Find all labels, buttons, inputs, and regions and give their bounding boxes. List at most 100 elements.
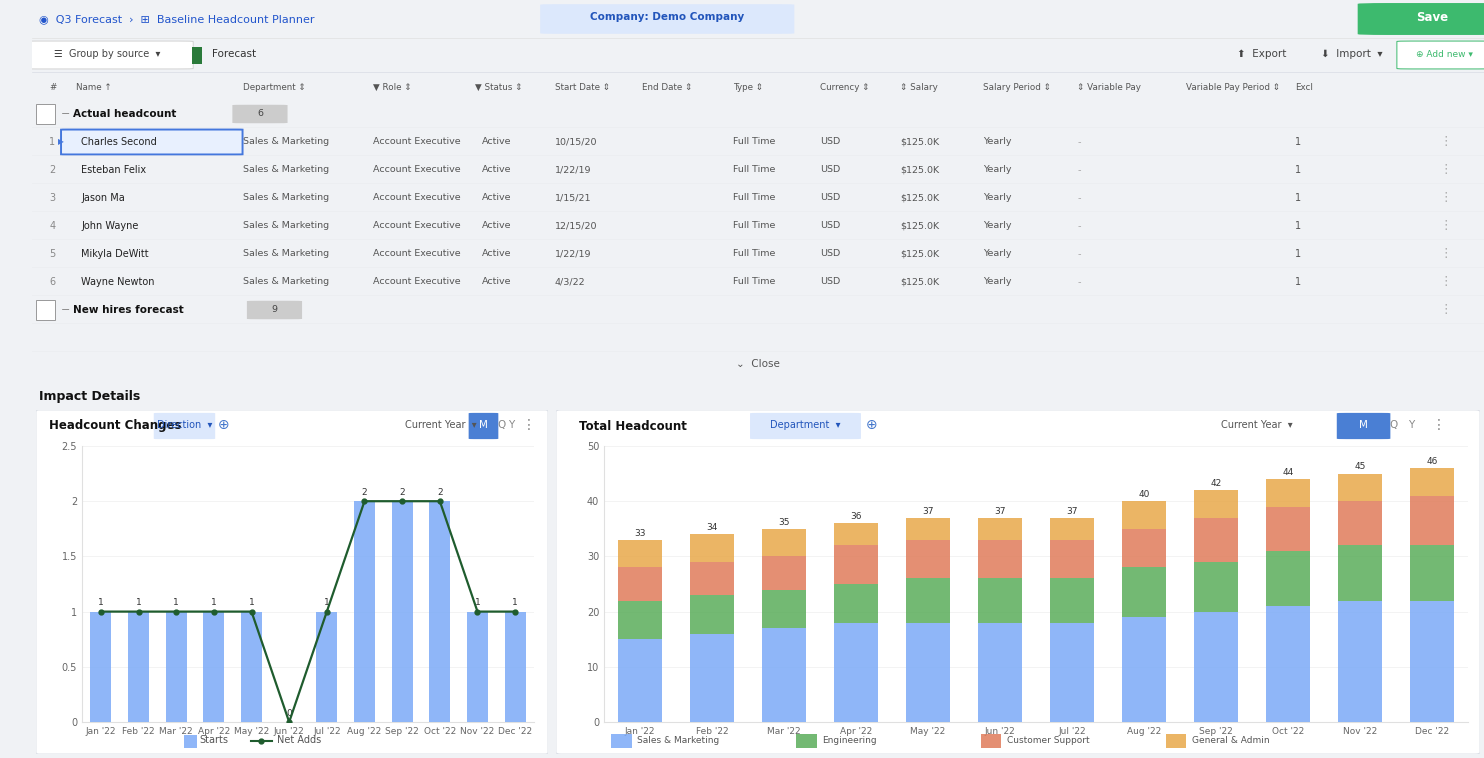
Text: 12/15/20: 12/15/20 [555, 221, 597, 230]
Bar [1266, 479, 1309, 506]
Bar [763, 628, 806, 722]
Text: M: M [479, 421, 488, 431]
Text: 1: 1 [98, 598, 104, 607]
Text: Headcount Changes: Headcount Changes [49, 419, 181, 433]
Text: 1: 1 [249, 598, 254, 607]
Bar [907, 578, 950, 622]
Text: -: - [1077, 137, 1080, 147]
Text: Sales & Marketing: Sales & Marketing [242, 165, 328, 174]
Bar [1051, 622, 1094, 722]
Text: -: - [1077, 249, 1080, 259]
Text: ⋮: ⋮ [1439, 164, 1451, 177]
Bar [619, 639, 662, 722]
Text: Q: Q [1389, 421, 1398, 431]
Text: End Date ⇕: End Date ⇕ [643, 83, 692, 92]
Bar [690, 595, 733, 634]
Text: 1: 1 [1296, 165, 1301, 175]
Text: Active: Active [482, 193, 512, 202]
Text: 6: 6 [49, 277, 55, 287]
Text: Impact Details: Impact Details [39, 390, 141, 403]
Text: Forecast: Forecast [212, 49, 257, 59]
Text: -: - [1077, 277, 1080, 287]
Text: Account Executive: Account Executive [372, 277, 462, 287]
Bar [1166, 734, 1186, 748]
Text: 37: 37 [922, 506, 933, 515]
Bar [978, 622, 1021, 722]
Bar [1051, 540, 1094, 578]
Bar [467, 612, 488, 722]
Text: Full Time: Full Time [733, 137, 776, 146]
Text: $125.0K: $125.0K [901, 137, 939, 146]
Text: 1: 1 [135, 598, 141, 607]
Bar [834, 584, 877, 622]
Text: Yearly: Yearly [982, 249, 1012, 258]
Text: 10/15/20: 10/15/20 [555, 137, 597, 146]
Bar [1266, 606, 1309, 722]
FancyBboxPatch shape [61, 130, 242, 155]
Bar [907, 518, 950, 540]
FancyBboxPatch shape [154, 413, 215, 439]
Text: Account Executive: Account Executive [372, 137, 462, 146]
Bar [978, 540, 1021, 578]
Text: Sales & Marketing: Sales & Marketing [242, 249, 328, 258]
Text: −: − [61, 305, 70, 315]
Bar [1266, 551, 1309, 606]
Text: ⋮: ⋮ [521, 418, 536, 432]
FancyBboxPatch shape [749, 413, 861, 439]
Text: Active: Active [482, 277, 512, 287]
Bar [429, 501, 450, 722]
Bar [619, 600, 662, 639]
Bar [763, 529, 806, 556]
Bar [1410, 600, 1454, 722]
Text: Current Year  ▾: Current Year ▾ [405, 421, 476, 431]
Text: Salary Period ⇕: Salary Period ⇕ [982, 83, 1051, 92]
Text: Esteban Felix: Esteban Felix [82, 165, 147, 175]
Bar [392, 501, 413, 722]
FancyBboxPatch shape [1337, 413, 1391, 439]
Text: USD: USD [821, 277, 840, 287]
Text: Name ↑: Name ↑ [76, 83, 111, 92]
Text: ⬇  Import  ▾: ⬇ Import ▾ [1321, 49, 1383, 59]
Text: Customer Support: Customer Support [1008, 736, 1089, 745]
Text: Charles Second: Charles Second [82, 137, 157, 147]
FancyBboxPatch shape [104, 562, 1380, 602]
Bar [1410, 496, 1454, 545]
FancyBboxPatch shape [1358, 3, 1484, 35]
Text: Sales & Marketing: Sales & Marketing [242, 193, 328, 202]
Bar [1122, 617, 1165, 722]
Text: 37: 37 [1066, 506, 1077, 515]
Bar [690, 634, 733, 722]
Text: 5: 5 [49, 249, 56, 259]
Text: $125.0K: $125.0K [901, 277, 939, 287]
Bar [36, 300, 55, 320]
Text: USD: USD [821, 249, 840, 258]
Text: Account Executive: Account Executive [372, 193, 462, 202]
Text: $125.0K: $125.0K [901, 249, 939, 258]
Bar [1122, 501, 1165, 529]
Text: 33: 33 [634, 528, 646, 537]
Text: Variable Pay Period ⇕: Variable Pay Period ⇕ [1186, 83, 1281, 92]
Bar [907, 540, 950, 578]
Bar [834, 622, 877, 722]
Text: ▶: ▶ [58, 137, 64, 146]
Bar [981, 734, 1002, 748]
Text: 3: 3 [49, 193, 55, 203]
Text: Full Time: Full Time [733, 277, 776, 287]
Bar [1122, 568, 1165, 617]
Text: 34: 34 [706, 523, 718, 532]
Bar [203, 612, 224, 722]
Bar [36, 104, 55, 124]
Text: Active: Active [482, 165, 512, 174]
Bar [1195, 490, 1238, 518]
Text: New hires forecast: New hires forecast [73, 305, 184, 315]
Text: General & Admin: General & Admin [1192, 736, 1269, 745]
Text: 2: 2 [436, 488, 442, 496]
Text: Company: Demo Company: Company: Demo Company [591, 12, 745, 22]
Text: USD: USD [821, 165, 840, 174]
Text: ⋮: ⋮ [1432, 418, 1445, 432]
Text: Department  ▾: Department ▾ [770, 421, 841, 431]
Bar [1410, 545, 1454, 600]
Bar [1051, 578, 1094, 622]
Text: Total Headcount: Total Headcount [579, 419, 687, 433]
Bar [619, 540, 662, 568]
